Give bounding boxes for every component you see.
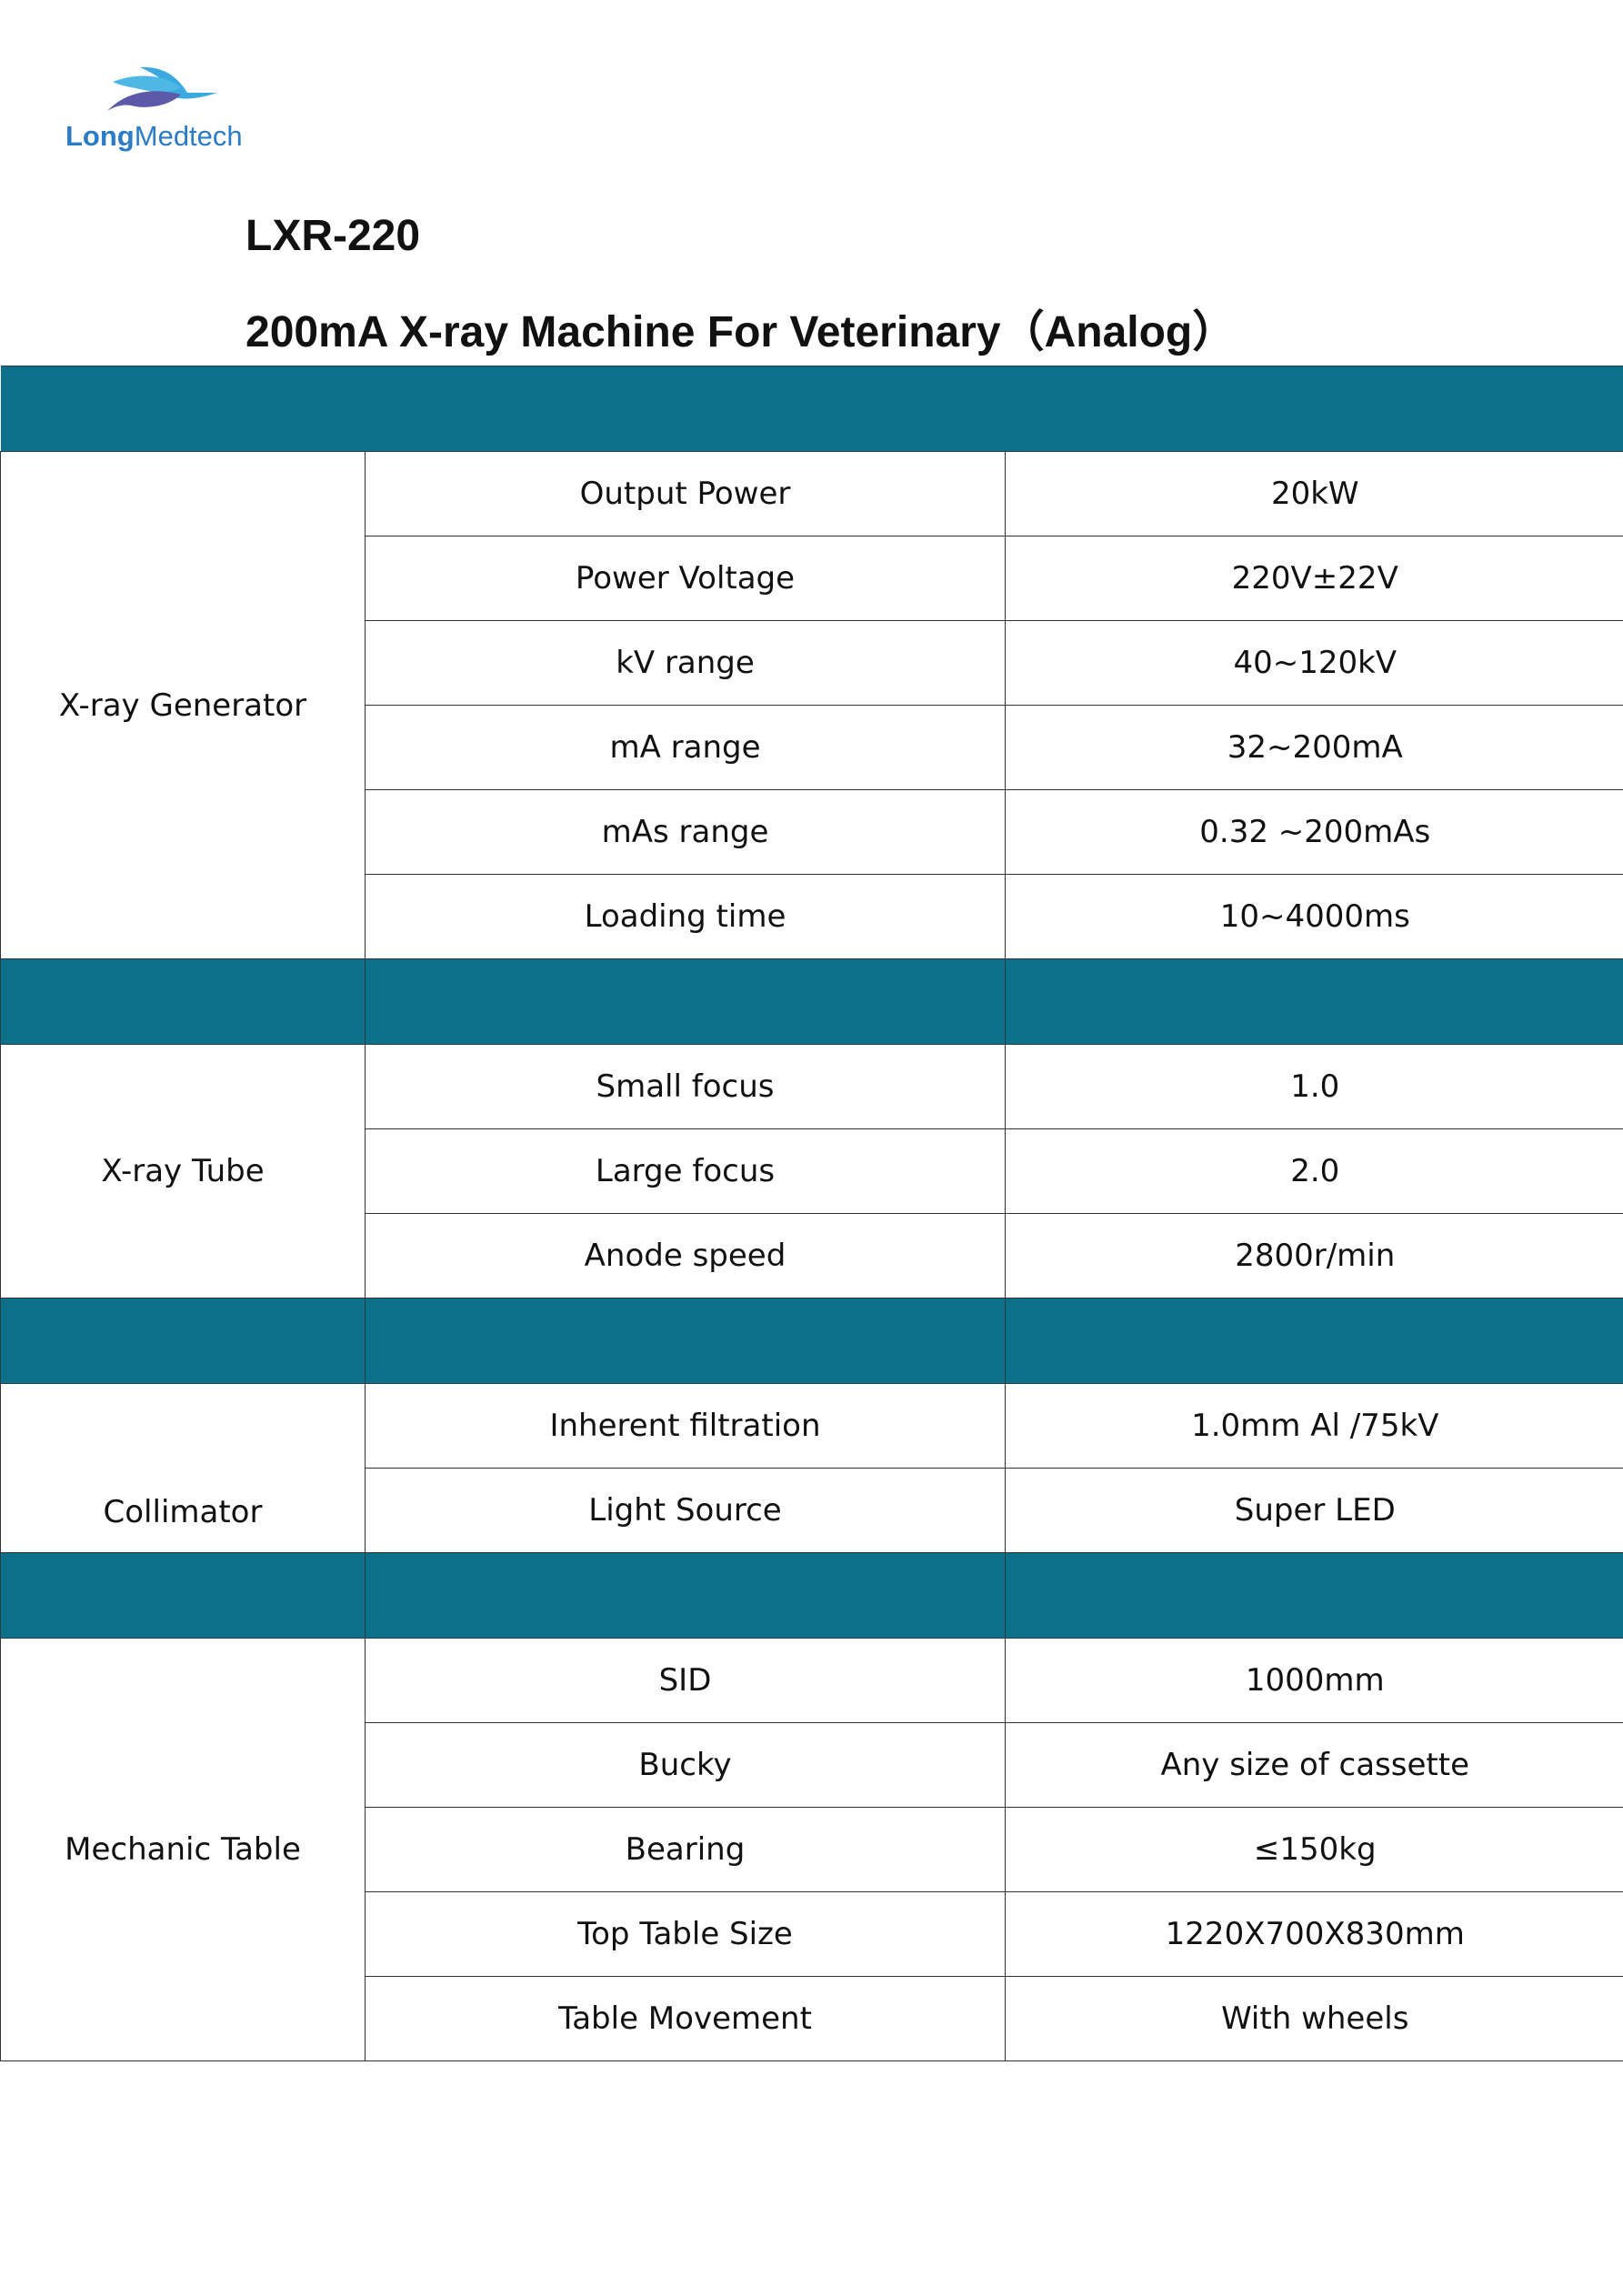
parameter-cell: Small focus bbox=[365, 1044, 1006, 1129]
logo-wordmark: LongMedtech bbox=[65, 120, 243, 152]
parameter-cell: mA range bbox=[365, 705, 1006, 790]
parameter-cell: Top Table Size bbox=[365, 1891, 1006, 1977]
parameter-cell: Output Power bbox=[365, 451, 1006, 536]
table-row: Collimator Inherent filtration 1.0mm Al /7… bbox=[0, 1383, 1623, 1553]
table-row: X-ray Generator Output Power 20kW bbox=[0, 451, 1623, 959]
value-cell: 2800r/min bbox=[1005, 1213, 1623, 1298]
category-cell: Mechanic Table bbox=[0, 1638, 366, 2061]
model-number: LXR-220 bbox=[245, 212, 421, 260]
table-row: Bearing ≤150kg bbox=[1, 1807, 1623, 1892]
table-row: Top Table Size 1220X700X830mm bbox=[1, 1891, 1623, 1977]
value-cell: 1.0mm Al /75kV bbox=[1005, 1383, 1623, 1469]
value-cell: 220V±22V bbox=[1005, 536, 1623, 621]
band-cell bbox=[365, 958, 1006, 1045]
section-band bbox=[0, 1298, 1623, 1384]
table-row: mA range 32~200mA bbox=[1, 705, 1623, 790]
parameter-cell: Large focus bbox=[365, 1128, 1006, 1214]
value-cell: 1220X700X830mm bbox=[1005, 1891, 1623, 1977]
table-row: mAs range 0.32 ~200mAs bbox=[1, 789, 1623, 875]
value-cell: 2.0 bbox=[1005, 1128, 1623, 1214]
category-cell: X-ray Generator bbox=[0, 451, 366, 959]
section-band bbox=[0, 366, 1623, 452]
value-cell: 1000mm bbox=[1005, 1638, 1623, 1723]
value-cell: 20kW bbox=[1005, 451, 1623, 536]
section-band bbox=[0, 958, 1623, 1045]
band-cell bbox=[0, 1552, 366, 1639]
table-row: Mechanic Table SID 1000mm bbox=[0, 1638, 1623, 2061]
value-cell: 40~120kV bbox=[1005, 620, 1623, 706]
parameter-cell: kV range bbox=[365, 620, 1006, 706]
table-row: X-ray Tube Small focus 1.0 bbox=[0, 1044, 1623, 1298]
band-cell bbox=[0, 958, 366, 1045]
band-cell bbox=[365, 1298, 1006, 1384]
section-band bbox=[0, 1552, 1623, 1639]
value-cell: 0.32 ~200mAs bbox=[1005, 789, 1623, 875]
value-cell: Super LED bbox=[1005, 1468, 1623, 1553]
parameter-cell: Loading time bbox=[365, 874, 1006, 959]
table-row: kV range 40~120kV bbox=[1, 620, 1623, 706]
value-cell: 32~200mA bbox=[1005, 705, 1623, 790]
table-row: Loading time 10~4000ms bbox=[1, 874, 1623, 959]
table-row: Bucky Any size of cassette bbox=[1, 1722, 1623, 1808]
band-cell bbox=[0, 1298, 366, 1384]
parameter-cell: Inherent filtration bbox=[365, 1383, 1006, 1469]
parameter-cell: Bearing bbox=[365, 1807, 1006, 1892]
parameter-cell: Anode speed bbox=[365, 1213, 1006, 1298]
category-cell: Collimator bbox=[0, 1383, 366, 1553]
value-cell: With wheels bbox=[1005, 1976, 1623, 2061]
value-cell: 10~4000ms bbox=[1005, 874, 1623, 959]
table-row: Large focus 2.0 bbox=[1, 1128, 1623, 1214]
band-cell bbox=[0, 366, 1623, 452]
table-row: Anode speed 2800r/min bbox=[1, 1213, 1623, 1298]
category-cell: X-ray Tube bbox=[0, 1044, 366, 1298]
parameter-cell: Light Source bbox=[365, 1468, 1006, 1553]
table-row: Power Voltage 220V±22V bbox=[1, 536, 1623, 621]
parameter-cell: SID bbox=[365, 1638, 1006, 1723]
parameter-cell: Power Voltage bbox=[365, 536, 1006, 621]
parameter-cell: mAs range bbox=[365, 789, 1006, 875]
band-cell bbox=[1005, 1552, 1623, 1639]
parameter-cell: Bucky bbox=[365, 1722, 1006, 1808]
band-cell bbox=[1005, 958, 1623, 1045]
value-cell: ≤150kg bbox=[1005, 1807, 1623, 1892]
table-row: Table Movement With wheels bbox=[1, 1976, 1623, 2061]
table-row: Light Source Super LED bbox=[1, 1468, 1623, 1553]
page-title: 200mA X-ray Machine For Veterinary（Analo… bbox=[245, 308, 1237, 356]
company-logo: LongMedtech bbox=[64, 64, 264, 164]
value-cell: Any size of cassette bbox=[1005, 1722, 1623, 1808]
value-cell: 1.0 bbox=[1005, 1044, 1623, 1129]
band-cell bbox=[365, 1552, 1006, 1639]
band-cell bbox=[1005, 1298, 1623, 1384]
parameter-cell: Table Movement bbox=[365, 1976, 1006, 2061]
spec-table: X-ray Generator Output Power 20kW Power Vol… bbox=[0, 366, 1623, 2061]
bird-wave-icon bbox=[107, 66, 217, 111]
